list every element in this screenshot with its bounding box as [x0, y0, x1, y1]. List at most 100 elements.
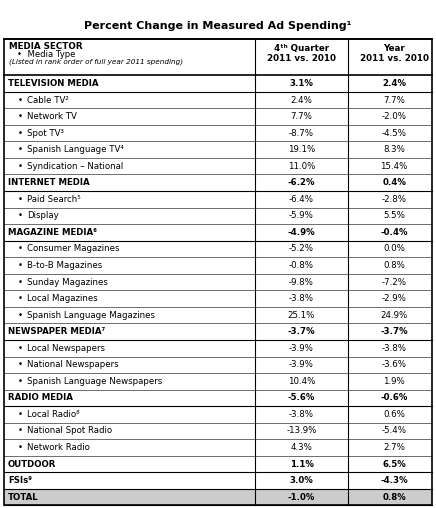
Text: -4.5%: -4.5% — [382, 129, 407, 138]
Text: (Listed in rank order of full year 2011 spending): (Listed in rank order of full year 2011 … — [9, 58, 183, 65]
Text: •: • — [17, 244, 22, 253]
Bar — [4, 456, 432, 472]
Bar — [4, 141, 432, 158]
Text: 1.9%: 1.9% — [383, 377, 405, 386]
Bar — [4, 39, 432, 75]
Text: 25.1%: 25.1% — [288, 311, 315, 320]
Text: INTERNET MEDIA: INTERNET MEDIA — [8, 178, 89, 187]
Text: •: • — [17, 311, 22, 320]
Text: 7.7%: 7.7% — [290, 112, 313, 121]
Text: -3.9%: -3.9% — [289, 360, 314, 369]
Text: Paid Search⁵: Paid Search⁵ — [27, 195, 81, 204]
Bar — [4, 290, 432, 307]
Bar — [4, 208, 432, 224]
Text: 4ᵗʰ Quarter: 4ᵗʰ Quarter — [274, 44, 329, 53]
Text: •: • — [17, 261, 22, 270]
Bar — [4, 307, 432, 324]
Text: 2011 vs. 2010: 2011 vs. 2010 — [360, 54, 429, 63]
Text: Network TV: Network TV — [27, 112, 77, 121]
Text: FSIs⁹: FSIs⁹ — [8, 476, 32, 485]
Text: 5.5%: 5.5% — [383, 211, 405, 220]
Text: -2.8%: -2.8% — [382, 195, 407, 204]
Text: •: • — [17, 195, 22, 204]
Bar — [4, 390, 432, 406]
Text: Year: Year — [383, 44, 405, 53]
Text: Spanish Language Magazines: Spanish Language Magazines — [27, 311, 155, 320]
Text: •: • — [17, 344, 22, 353]
Bar — [4, 125, 432, 141]
Text: 0.8%: 0.8% — [383, 261, 405, 270]
Text: -3.7%: -3.7% — [288, 327, 315, 336]
Text: •: • — [17, 162, 22, 171]
Text: Display: Display — [27, 211, 59, 220]
Text: 10.4%: 10.4% — [288, 377, 315, 386]
Text: 2.7%: 2.7% — [383, 443, 405, 452]
Text: National Spot Radio: National Spot Radio — [27, 427, 112, 435]
Text: -0.8%: -0.8% — [289, 261, 314, 270]
Text: •: • — [17, 427, 22, 435]
Text: •: • — [17, 443, 22, 452]
Bar — [4, 108, 432, 125]
Text: 19.1%: 19.1% — [288, 145, 315, 154]
Text: -3.8%: -3.8% — [382, 344, 407, 353]
Text: Sunday Magazines: Sunday Magazines — [27, 277, 108, 287]
Text: -0.6%: -0.6% — [381, 393, 408, 402]
Bar — [4, 158, 432, 174]
Text: 0.6%: 0.6% — [383, 410, 405, 419]
Text: Network Radio: Network Radio — [27, 443, 90, 452]
Text: Syndication – National: Syndication – National — [27, 162, 123, 171]
Text: •: • — [17, 96, 22, 105]
Text: 11.0%: 11.0% — [288, 162, 315, 171]
Text: RADIO MEDIA: RADIO MEDIA — [8, 393, 73, 402]
Text: -6.2%: -6.2% — [288, 178, 315, 187]
Text: -6.4%: -6.4% — [289, 195, 314, 204]
Text: Local Magazines: Local Magazines — [27, 294, 98, 303]
Text: -3.8%: -3.8% — [289, 294, 314, 303]
Text: B-to-B Magazines: B-to-B Magazines — [27, 261, 102, 270]
Text: -5.9%: -5.9% — [289, 211, 314, 220]
Text: 4.3%: 4.3% — [290, 443, 313, 452]
Bar — [4, 274, 432, 290]
Text: TELEVISION MEDIA: TELEVISION MEDIA — [8, 79, 99, 88]
Text: 2.4%: 2.4% — [382, 79, 406, 88]
Bar — [4, 257, 432, 274]
Bar — [4, 489, 432, 505]
Text: 15.4%: 15.4% — [381, 162, 408, 171]
Bar — [4, 340, 432, 357]
Bar — [4, 324, 432, 340]
Text: -4.9%: -4.9% — [288, 228, 315, 237]
Bar — [4, 75, 432, 92]
Text: -3.7%: -3.7% — [380, 327, 408, 336]
Text: •: • — [17, 145, 22, 154]
Text: 1.1%: 1.1% — [290, 460, 313, 468]
Text: •: • — [17, 112, 22, 121]
Text: -5.6%: -5.6% — [288, 393, 315, 402]
Text: 6.5%: 6.5% — [382, 460, 406, 468]
Text: OUTDOOR: OUTDOOR — [8, 460, 56, 468]
Bar — [4, 373, 432, 390]
Text: Cable TV²: Cable TV² — [27, 96, 69, 105]
Text: National Newspapers: National Newspapers — [27, 360, 119, 369]
Text: 0.4%: 0.4% — [382, 178, 406, 187]
Text: -5.4%: -5.4% — [382, 427, 407, 435]
Text: Percent Change in Measured Ad Spending¹: Percent Change in Measured Ad Spending¹ — [84, 21, 352, 31]
Text: -0.4%: -0.4% — [380, 228, 408, 237]
Text: -2.0%: -2.0% — [382, 112, 407, 121]
Text: •: • — [17, 410, 22, 419]
Text: 3.0%: 3.0% — [290, 476, 313, 485]
Text: Local Newspapers: Local Newspapers — [27, 344, 105, 353]
Text: •: • — [17, 277, 22, 287]
Text: -4.3%: -4.3% — [380, 476, 408, 485]
Bar — [4, 439, 432, 456]
Bar — [4, 174, 432, 191]
Text: MEDIA SECTOR: MEDIA SECTOR — [9, 42, 82, 51]
Bar — [4, 224, 432, 241]
Bar — [4, 357, 432, 373]
Text: 0.0%: 0.0% — [383, 244, 405, 253]
Text: Local Radio⁸: Local Radio⁸ — [27, 410, 79, 419]
Text: -13.9%: -13.9% — [286, 427, 317, 435]
Text: •: • — [17, 294, 22, 303]
Text: Consumer Magazines: Consumer Magazines — [27, 244, 119, 253]
Text: 2.4%: 2.4% — [290, 96, 313, 105]
Text: Spot TV³: Spot TV³ — [27, 129, 64, 138]
